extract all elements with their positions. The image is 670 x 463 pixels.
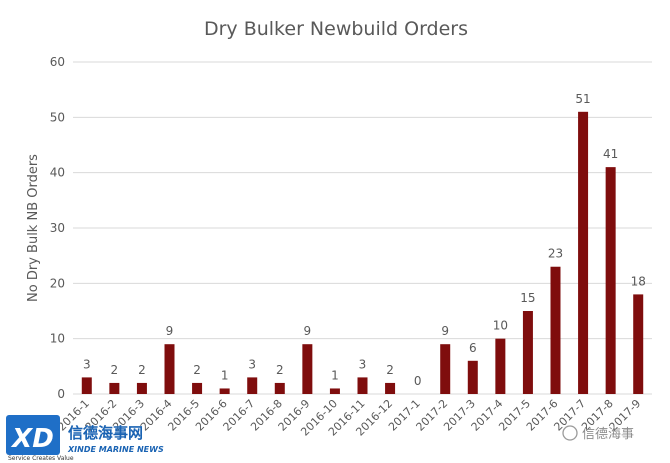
data-label: 18 <box>631 274 646 288</box>
data-labels: 3 2 2 9 2 1 3 2 9 1 3 2 0 9 6 10 15 23 51 41 18 <box>83 92 646 388</box>
bar <box>578 111 589 395</box>
data-label: 51 <box>575 92 590 106</box>
data-label: 3 <box>83 357 91 371</box>
data-label: 0 <box>414 374 422 388</box>
data-label: 9 <box>441 324 449 338</box>
data-label: 2 <box>111 363 119 377</box>
data-label: 2 <box>276 363 284 377</box>
data-label: 2 <box>138 363 146 377</box>
y-tick-label: 20 <box>50 276 65 290</box>
data-label: 2 <box>193 363 201 377</box>
y-tick-label: 40 <box>50 166 65 180</box>
bar <box>633 294 644 394</box>
data-label: 1 <box>221 368 229 382</box>
watermark-right-text: 信德海事 <box>582 427 634 442</box>
y-tick-label: 10 <box>50 332 65 346</box>
wechat-icon <box>562 425 578 441</box>
bar <box>467 360 478 394</box>
bar <box>136 382 147 394</box>
y-tick-label: 0 <box>57 387 65 401</box>
data-label: 9 <box>166 324 174 338</box>
data-label: 10 <box>493 319 508 333</box>
y-tick-label: 50 <box>50 110 65 124</box>
data-label: 41 <box>603 147 618 161</box>
chart-title: Dry Bulker Newbuild Orders <box>204 18 468 40</box>
logo-cn-name: 信德海事网 <box>68 424 143 442</box>
bar <box>357 377 368 394</box>
data-label: 3 <box>248 357 256 371</box>
bar <box>164 344 175 394</box>
data-label: 2 <box>386 363 394 377</box>
bar <box>329 388 340 394</box>
y-axis-label: No Dry Bulk NB Orders <box>26 154 41 302</box>
logo-en-name: XINDE MARINE NEWS <box>67 445 164 454</box>
bars <box>81 111 644 395</box>
data-label: 3 <box>359 357 367 371</box>
data-label: 15 <box>520 291 535 305</box>
x-tick-labels: 2016-12016-22016-32016-42016-52016-62016… <box>55 397 643 439</box>
bar <box>81 377 92 394</box>
wechat-watermark: 信德海事 <box>562 425 634 442</box>
bar <box>247 377 258 394</box>
y-tick-label: 30 <box>50 221 65 235</box>
logo-slogan: Service Creates Value <box>8 455 74 462</box>
data-label: 1 <box>331 368 339 382</box>
bar <box>385 382 396 394</box>
gridlines <box>73 61 652 395</box>
xinde-logo: XD Service Creates Value 信德海事网 XINDE MAR… <box>6 415 164 462</box>
bar <box>219 388 230 394</box>
y-tick-label: 60 <box>50 55 65 69</box>
logo-letters: XD <box>10 424 54 454</box>
logo-badge <box>6 415 60 455</box>
bar <box>495 338 506 394</box>
bar <box>605 167 616 394</box>
bar <box>522 311 533 394</box>
bar <box>302 344 313 394</box>
data-label: 9 <box>304 324 312 338</box>
y-tick-labels: 0 10 20 30 40 50 60 <box>50 55 65 401</box>
bar <box>192 382 203 394</box>
bar <box>274 382 285 394</box>
bar <box>109 382 120 394</box>
data-label: 23 <box>548 247 563 261</box>
bar <box>550 266 561 394</box>
data-label: 6 <box>469 341 477 355</box>
bar <box>440 344 451 394</box>
